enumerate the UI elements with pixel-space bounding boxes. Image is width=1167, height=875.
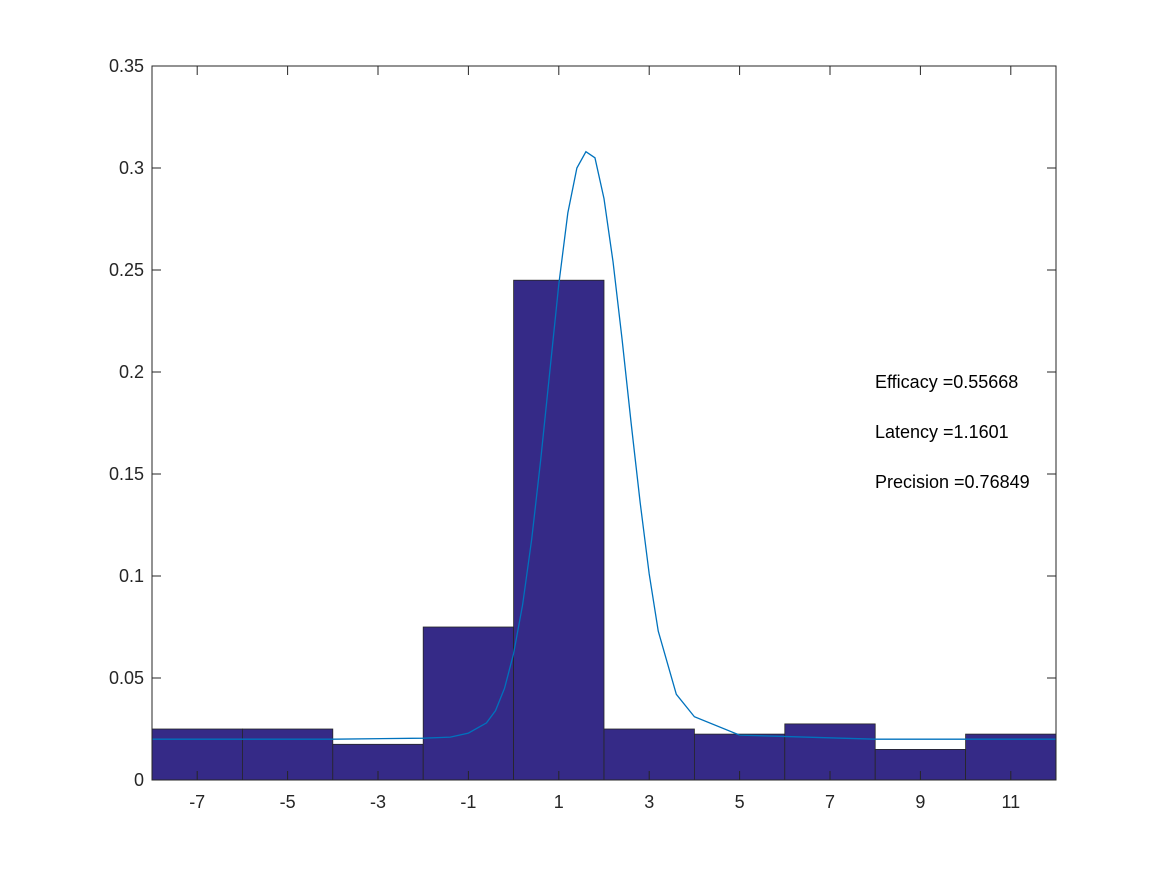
y-tick-label: 0 bbox=[134, 770, 144, 790]
x-tick-label: 5 bbox=[735, 792, 745, 812]
x-tick-label: -3 bbox=[370, 792, 386, 812]
x-tick-label: -7 bbox=[189, 792, 205, 812]
y-tick-label: 0.15 bbox=[109, 464, 144, 484]
axis-ticks bbox=[152, 65, 1056, 781]
y-tick-label: 0.2 bbox=[119, 362, 144, 382]
precision-annotation: Precision =0.76849 bbox=[875, 472, 1030, 492]
efficacy-annotation: Efficacy =0.55668 bbox=[875, 372, 1018, 392]
histogram-bar bbox=[513, 279, 605, 781]
x-tick-label: 3 bbox=[644, 792, 654, 812]
x-tick-label: 7 bbox=[825, 792, 835, 812]
y-tick-label: 0.25 bbox=[109, 260, 144, 280]
plot-area-box bbox=[151, 65, 1057, 781]
histogram-bar bbox=[784, 723, 876, 781]
fit-curve-line bbox=[152, 150, 1056, 740]
y-tick-label: 0.3 bbox=[119, 158, 144, 178]
x-tick-label: -1 bbox=[460, 792, 476, 812]
y-tick-label: 0.05 bbox=[109, 668, 144, 688]
histogram-bar bbox=[422, 626, 515, 781]
x-tick-label: -5 bbox=[280, 792, 296, 812]
x-tick-labels: -7 -5 -3 -1 1 3 5 7 9 11 bbox=[189, 792, 1020, 812]
latency-annotation: Latency =1.1601 bbox=[875, 422, 1009, 442]
x-tick-label: 9 bbox=[915, 792, 925, 812]
x-tick-label: 1 bbox=[554, 792, 564, 812]
y-tick-label: 0.35 bbox=[109, 56, 144, 76]
y-tick-labels: 0 0.05 0.1 0.15 0.2 0.25 0.3 0.35 bbox=[109, 56, 144, 790]
x-tick-label: 11 bbox=[1001, 792, 1020, 812]
y-tick-label: 0.1 bbox=[119, 566, 144, 586]
histogram-bars bbox=[151, 279, 1057, 781]
